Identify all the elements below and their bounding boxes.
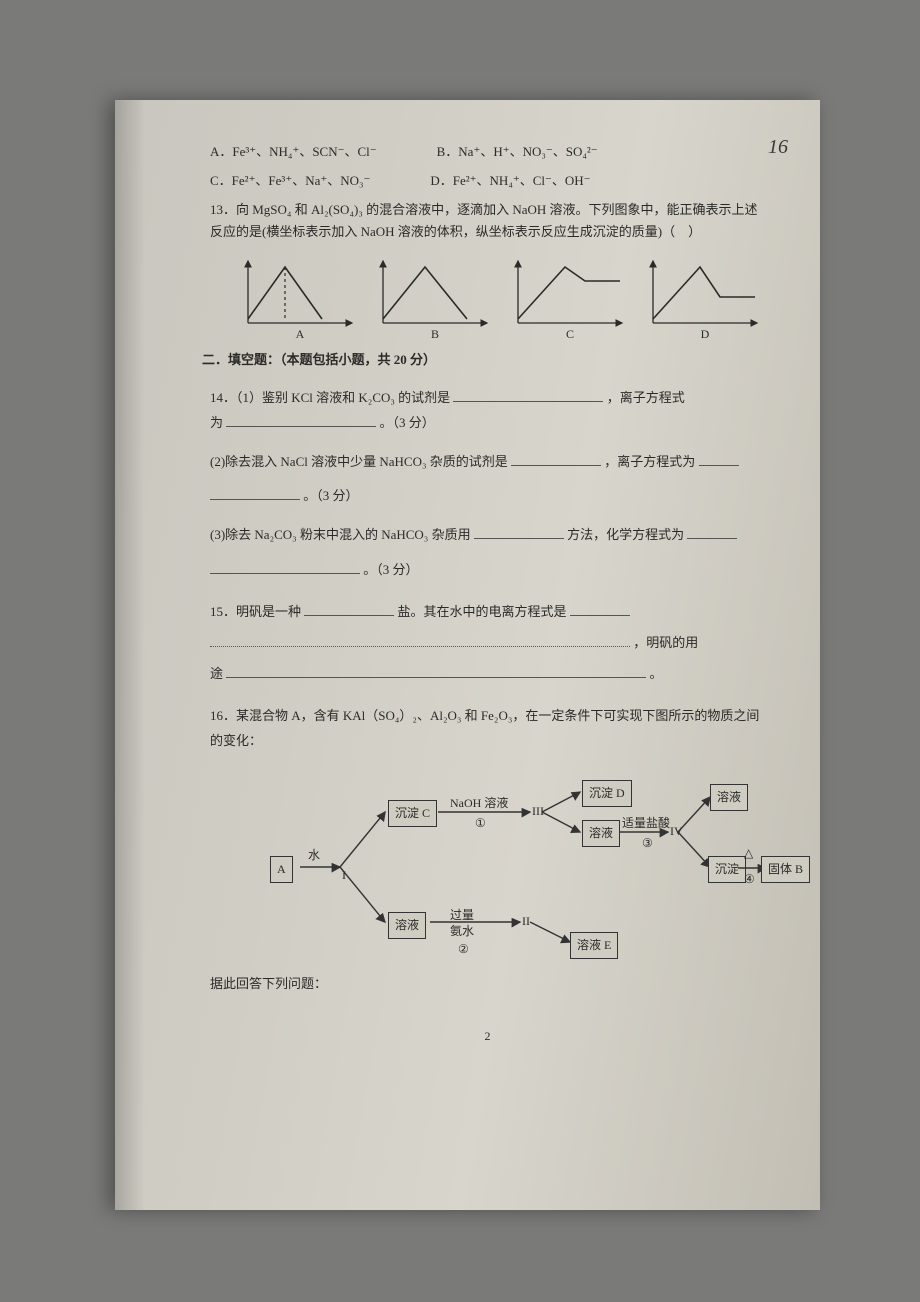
q12-options-row1: A．Fe³⁺、NH₄⁺、SCN⁻、Cl⁻ B．Na⁺、H⁺、NO₃⁻、SO₄²⁻ bbox=[210, 140, 765, 165]
q14-3a: (3)除去 Na₂CO₃ 粉末中混入的 NaHCO₃ 杂质用 bbox=[210, 527, 471, 542]
blank bbox=[226, 664, 646, 678]
q15-a: 15．明矾是一种 bbox=[210, 604, 301, 619]
node-r3: 溶液 bbox=[710, 784, 748, 811]
node-b: 固体 B bbox=[761, 856, 810, 883]
graph-b: B bbox=[375, 254, 495, 332]
q14-1b: ，离子方程式 bbox=[607, 390, 685, 405]
exam-page: 16 A．Fe³⁺、NH₄⁺、SCN⁻、Cl⁻ B．Na⁺、H⁺、NO₃⁻、SO… bbox=[115, 100, 820, 1210]
node-r2: 溶液 bbox=[582, 820, 620, 847]
q15-c: ，明矾的用 bbox=[633, 635, 698, 650]
graph-c-label: C bbox=[566, 323, 574, 346]
blank bbox=[226, 413, 376, 427]
q15-d: 途 bbox=[210, 666, 223, 681]
graph-c: C bbox=[510, 254, 630, 332]
q15-b: 盐。其在水中的电离方程式是 bbox=[398, 604, 567, 619]
graph-a: A bbox=[240, 254, 360, 332]
q16-diagram: A 水 I 沉淀 C NaOH 溶液 ① III 沉淀 D 溶液 适量盐酸 ③ … bbox=[270, 772, 770, 962]
q13-stem: 13．向 MgSO₄ 和 Al₂(SO₄)₃ 的混合溶液中，逐滴加入 NaOH … bbox=[210, 199, 765, 243]
node-e: 溶液 E bbox=[570, 932, 618, 959]
q14-3c: 。（3 分） bbox=[363, 562, 418, 577]
label-water: 水 bbox=[308, 844, 320, 867]
blank bbox=[474, 525, 564, 539]
node-d: 沉淀 D bbox=[582, 780, 632, 807]
q16-footer: 据此回答下列问题： bbox=[210, 972, 765, 997]
blank bbox=[570, 602, 630, 616]
node-a: A bbox=[270, 856, 293, 883]
label-I: I bbox=[342, 864, 346, 887]
blank bbox=[511, 452, 601, 466]
q16-stem: 16．某混合物 A，含有 KAl（SO₄）₂、Al₂O₃ 和 Fe₂O₃，在一定… bbox=[210, 704, 765, 753]
label-III: III bbox=[532, 800, 544, 823]
q14-2b: ，离子方程式为 bbox=[604, 454, 695, 469]
q14: 14．（1）鉴别 KCl 溶液和 K₂CO₃ 的试剂是 ，离子方程式 为 。（3… bbox=[210, 386, 765, 582]
graph-d: D bbox=[645, 254, 765, 332]
q14-2a: (2)除去混入 NaCl 溶液中少量 NaHCO₃ 杂质的试剂是 bbox=[210, 454, 508, 469]
section-2-title: 二．填空题：（本题包括小题，共 20 分） bbox=[202, 348, 765, 373]
blank bbox=[304, 602, 394, 616]
q16: 16．某混合物 A，含有 KAl（SO₄）₂、Al₂O₃ 和 Fe₂O₃，在一定… bbox=[210, 704, 765, 996]
q12-options-row2: C．Fe²⁺、Fe³⁺、Na⁺、NO₃⁻ D．Fe²⁺、NH₄⁺、Cl⁻、OH⁻ bbox=[210, 169, 765, 194]
graph-a-label: A bbox=[296, 323, 305, 346]
q13-graphs: A B C D bbox=[240, 254, 765, 332]
blank bbox=[210, 560, 360, 574]
blank bbox=[210, 486, 300, 500]
q15: 15．明矾是一种 盐。其在水中的电离方程式是 ，明矾的用 途 。 bbox=[210, 600, 765, 686]
q14-1d: 。（3 分） bbox=[380, 415, 435, 430]
option-b: B．Na⁺、H⁺、NO₃⁻、SO₄²⁻ bbox=[437, 140, 598, 165]
label-IV: IV bbox=[670, 820, 683, 843]
label-c3: ③ bbox=[642, 832, 653, 855]
page-number: 2 bbox=[210, 1025, 765, 1048]
graph-d-label: D bbox=[701, 323, 710, 346]
q14-1a: 14．（1）鉴别 KCl 溶液和 K₂CO₃ 的试剂是 bbox=[210, 390, 450, 405]
blank bbox=[453, 388, 603, 402]
q15-e: 。 bbox=[650, 666, 663, 681]
label-c1: ① bbox=[475, 812, 486, 835]
page-corner-note: 16 bbox=[768, 128, 788, 166]
graph-b-label: B bbox=[431, 323, 439, 346]
label-tri: △ bbox=[744, 842, 753, 865]
node-r4: 溶液 bbox=[388, 912, 426, 939]
q14-3b: 方法，化学方程式为 bbox=[567, 527, 684, 542]
label-c2: ② bbox=[458, 938, 469, 961]
blank bbox=[687, 525, 737, 539]
option-d: D．Fe²⁺、NH₄⁺、Cl⁻、OH⁻ bbox=[430, 169, 590, 194]
blank bbox=[699, 452, 739, 466]
q14-1c: 为 bbox=[210, 415, 223, 430]
label-c4: ④ bbox=[744, 868, 755, 891]
option-a: A．Fe³⁺、NH₄⁺、SCN⁻、Cl⁻ bbox=[210, 140, 377, 165]
option-c: C．Fe²⁺、Fe³⁺、Na⁺、NO₃⁻ bbox=[210, 169, 370, 194]
blank bbox=[210, 633, 630, 647]
q14-2c: 。（3 分） bbox=[303, 488, 358, 503]
label-II: II bbox=[522, 910, 530, 933]
node-c: 沉淀 C bbox=[388, 800, 437, 827]
